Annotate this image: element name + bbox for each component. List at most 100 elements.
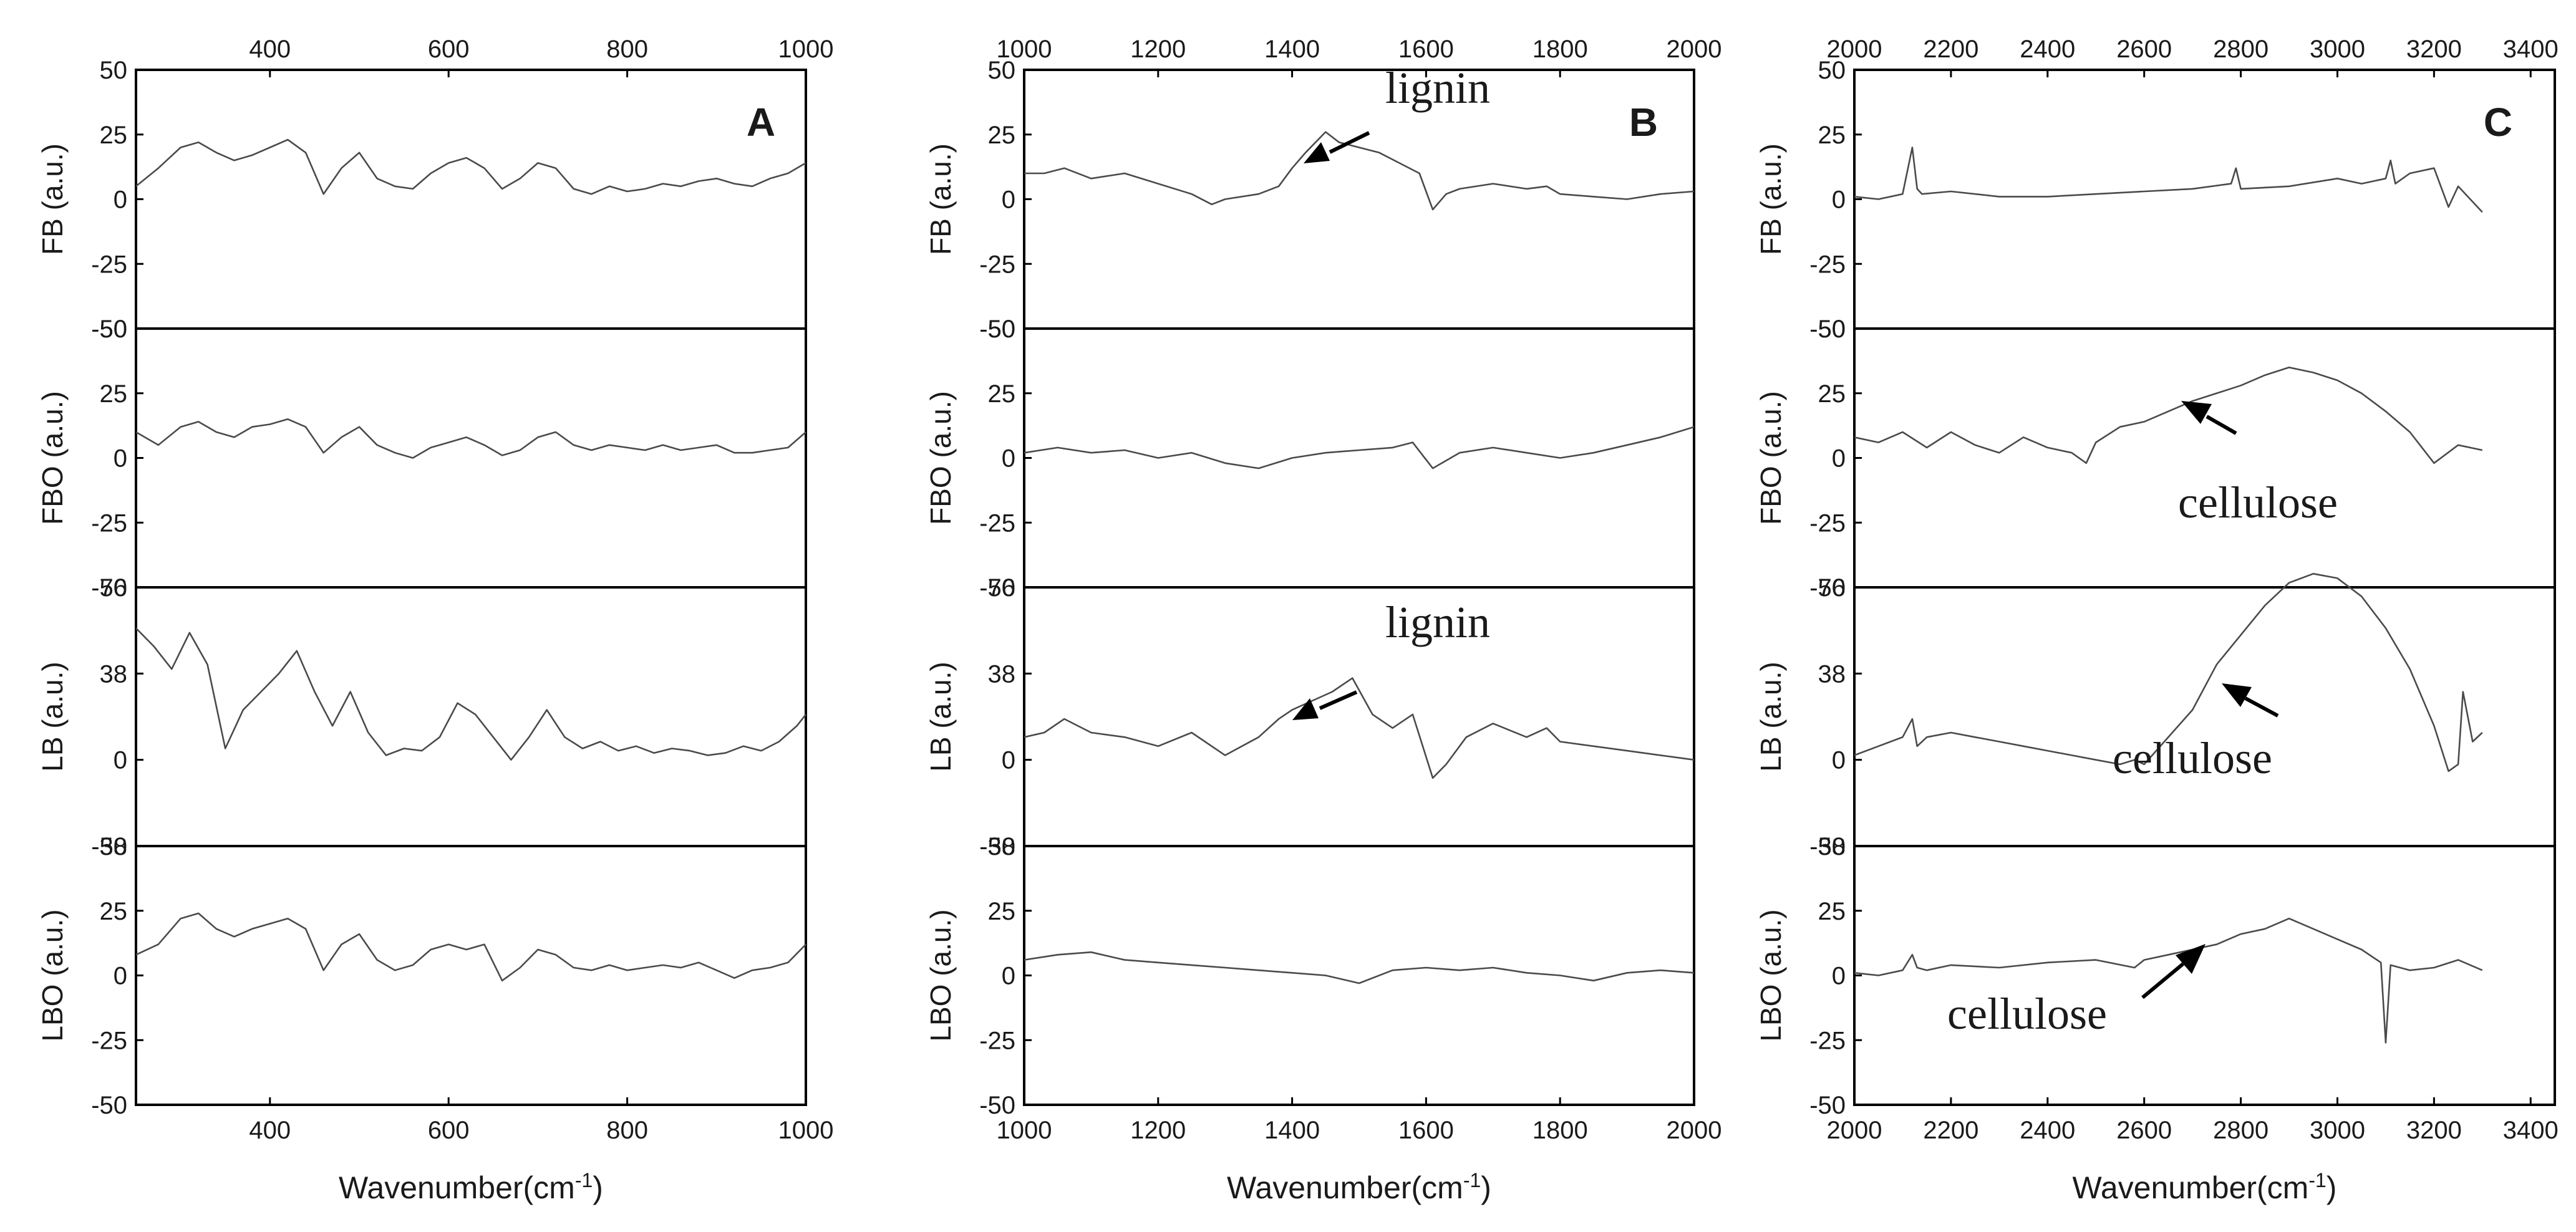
- panels-layer: 400 400 600 600 800 800 1000 1000 Wavenumber(cm-…: [36, 36, 2559, 1205]
- y-axis-label: LB (a.u.): [1755, 662, 1787, 771]
- y-tick-label: 25: [1818, 898, 1846, 925]
- y-tick-label: 50: [100, 315, 128, 343]
- y-tick-label: -50: [91, 1092, 127, 1119]
- panel-c: 2000 2000 2200 2200 2400 2400 2600 2600 2800 2800…: [1755, 36, 2559, 1205]
- x-tick-label-top: 3200: [2406, 36, 2462, 63]
- y-tick-label: -50: [1809, 1092, 1846, 1119]
- y-axis-label: FBO (a.u.): [1755, 391, 1787, 525]
- series-line-a-lb: [135, 627, 807, 761]
- x-tick-label-bottom: 2600: [2116, 1117, 2172, 1144]
- annotation-lignin-top: lignin: [1385, 63, 1490, 113]
- y-tick-label: -50: [1809, 315, 1846, 343]
- y-tick-label: 0: [114, 186, 127, 214]
- y-tick-label: 0: [114, 445, 127, 473]
- y-tick-label: -25: [91, 1027, 127, 1054]
- y-tick-label: 76: [100, 574, 128, 602]
- arrow-cellulose-fbo-shaft: [2206, 415, 2237, 435]
- y-tick-label: 0: [1832, 747, 1846, 774]
- y-tick-label: 38: [1818, 660, 1846, 688]
- x-tick-label-top: 2000: [1827, 36, 1882, 63]
- y-tick-label: 50: [100, 57, 128, 84]
- y-tick-label: -50: [979, 315, 1015, 343]
- series-line-c-lb: [1854, 572, 2483, 772]
- y-tick-label: -50: [91, 315, 127, 343]
- panel-letter-c: C: [2484, 100, 2512, 145]
- y-tick-label: 76: [1818, 574, 1846, 602]
- x-tick-label-bottom: 600: [428, 1117, 470, 1144]
- y-tick-label: -25: [979, 1027, 1015, 1054]
- series-line-c-fbo: [1854, 366, 2483, 464]
- y-axis-label: LBO (a.u.): [1755, 909, 1787, 1041]
- y-axis-label: FBO (a.u.): [924, 391, 957, 525]
- y-tick-label: 25: [988, 122, 1016, 149]
- x-tick-label-bottom: 1600: [1398, 1117, 1454, 1144]
- series-line-b-lbo: [1024, 951, 1695, 984]
- y-tick-label: 25: [1818, 380, 1846, 408]
- arrow-cellulose-fbo-head: [2181, 401, 2212, 424]
- y-tick-label: 0: [114, 963, 127, 990]
- arrow-lignin-bottom-shaft: [1319, 690, 1358, 710]
- arrow-cellulose-lbo-shaft: [2141, 962, 2184, 999]
- arrow-lignin-top-shaft: [1329, 131, 1370, 154]
- x-tick-label-top: 1200: [1130, 36, 1186, 63]
- y-tick-label: 50: [988, 315, 1016, 343]
- x-tick-label-top: 1000: [997, 36, 1052, 63]
- y-tick-label: -50: [979, 1092, 1015, 1119]
- annotation-cellulose-lb: cellulose: [2113, 733, 2272, 783]
- y-tick-label: 50: [100, 833, 128, 860]
- x-tick-label-top: 400: [249, 36, 291, 63]
- y-tick-label: 25: [988, 898, 1016, 925]
- series-line-c-fb: [1854, 147, 2483, 213]
- x-tick-label-top: 2600: [2116, 36, 2172, 63]
- x-tick-label-bottom: 2800: [2213, 1117, 2269, 1144]
- y-tick-label: 50: [1818, 833, 1846, 860]
- y-tick-label: 0: [114, 747, 127, 774]
- x-tick-label-bottom: 1000: [997, 1117, 1052, 1144]
- y-tick-label: 0: [1002, 747, 1015, 774]
- x-tick-label-top: 600: [428, 36, 470, 63]
- y-tick-label: -25: [91, 251, 127, 278]
- y-tick-label: 25: [100, 898, 128, 925]
- series-line-a-fb: [135, 138, 806, 195]
- x-tick-label-bottom: 2400: [2020, 1117, 2075, 1144]
- y-tick-label: 0: [1832, 963, 1846, 990]
- x-tick-label-bottom: 2200: [1923, 1117, 1978, 1144]
- y-tick-label: 50: [988, 833, 1016, 860]
- annotation-cellulose-fbo: cellulose: [2178, 478, 2338, 527]
- panel-letter-a: A: [747, 100, 775, 145]
- y-tick-label: 50: [1818, 57, 1846, 84]
- x-tick-label-bottom: 800: [606, 1117, 648, 1144]
- y-axis-label: FB (a.u.): [924, 143, 957, 255]
- y-tick-label: 50: [988, 57, 1016, 84]
- x-tick-label-top: 1800: [1533, 36, 1588, 63]
- x-tick-label-top: 2400: [2020, 36, 2075, 63]
- series-line-b-fb: [1024, 131, 1695, 211]
- arrow-lignin-top-head: [1304, 142, 1330, 163]
- y-axis-label: LB (a.u.): [36, 662, 69, 771]
- x-tick-label-bottom: 1000: [778, 1117, 834, 1144]
- arrow-lignin-bottom-head: [1292, 698, 1319, 720]
- arrow-cellulose-lb-head: [2222, 683, 2252, 707]
- arrow-cellulose-lb-shaft: [2244, 696, 2279, 718]
- series-line-b-fbo: [1024, 426, 1695, 469]
- y-tick-label: -38: [91, 833, 127, 860]
- series-line-c-lbo: [1854, 917, 2483, 1044]
- y-tick-label: -25: [1809, 509, 1846, 537]
- y-tick-label: -38: [1809, 833, 1846, 860]
- y-tick-label: 50: [1818, 315, 1846, 343]
- annotation-lignin-bottom: lignin: [1385, 597, 1490, 647]
- x-axis-label: Wavenumber(cm-1): [339, 1169, 603, 1205]
- y-axis-label: FB (a.u.): [36, 143, 69, 255]
- y-tick-label: 76: [988, 574, 1016, 602]
- y-tick-label: -25: [1809, 1027, 1846, 1054]
- x-tick-label-top: 1400: [1264, 36, 1320, 63]
- y-tick-label: -25: [979, 509, 1015, 537]
- y-tick-label: -50: [979, 574, 1015, 602]
- annotation-cellulose-lbo: cellulose: [1947, 989, 2107, 1039]
- panel-a: 400 400 600 600 800 800 1000 1000 Wavenumber(cm-…: [36, 36, 833, 1205]
- series-line-a-fbo: [135, 418, 806, 459]
- x-tick-label-bottom: 400: [249, 1117, 291, 1144]
- y-tick-label: 0: [1002, 186, 1015, 214]
- y-tick-label: 25: [988, 380, 1016, 408]
